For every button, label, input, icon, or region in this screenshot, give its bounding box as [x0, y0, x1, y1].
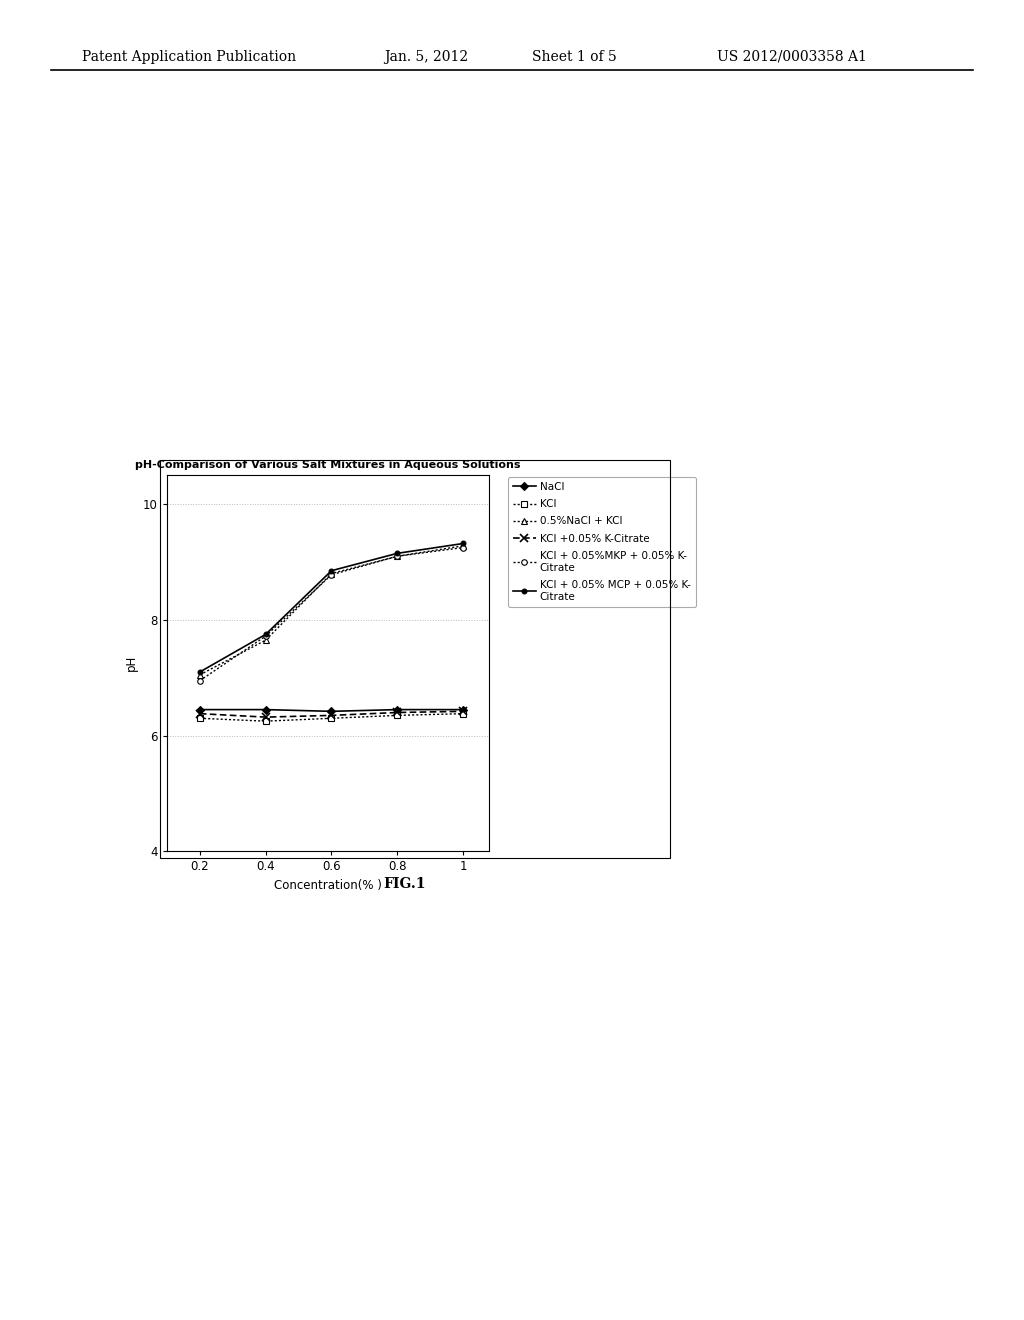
Text: Sheet 1 of 5: Sheet 1 of 5 [532, 50, 617, 63]
Title: pH-Comparison of Various Salt Mixtures in Aqueous Solutions: pH-Comparison of Various Salt Mixtures i… [135, 461, 521, 470]
Text: Patent Application Publication: Patent Application Publication [82, 50, 296, 63]
Text: US 2012/0003358 A1: US 2012/0003358 A1 [717, 50, 866, 63]
Text: Jan. 5, 2012: Jan. 5, 2012 [384, 50, 468, 63]
Legend: NaCl, KCl, 0.5%NaCl + KCl, KCl +0.05% K-Citrate, KCl + 0.05%MKP + 0.05% K-
Citra: NaCl, KCl, 0.5%NaCl + KCl, KCl +0.05% K-… [508, 477, 696, 607]
Text: FIG.1: FIG.1 [383, 878, 426, 891]
Y-axis label: pH: pH [125, 655, 137, 672]
X-axis label: Concentration(% ): Concentration(% ) [274, 879, 382, 892]
